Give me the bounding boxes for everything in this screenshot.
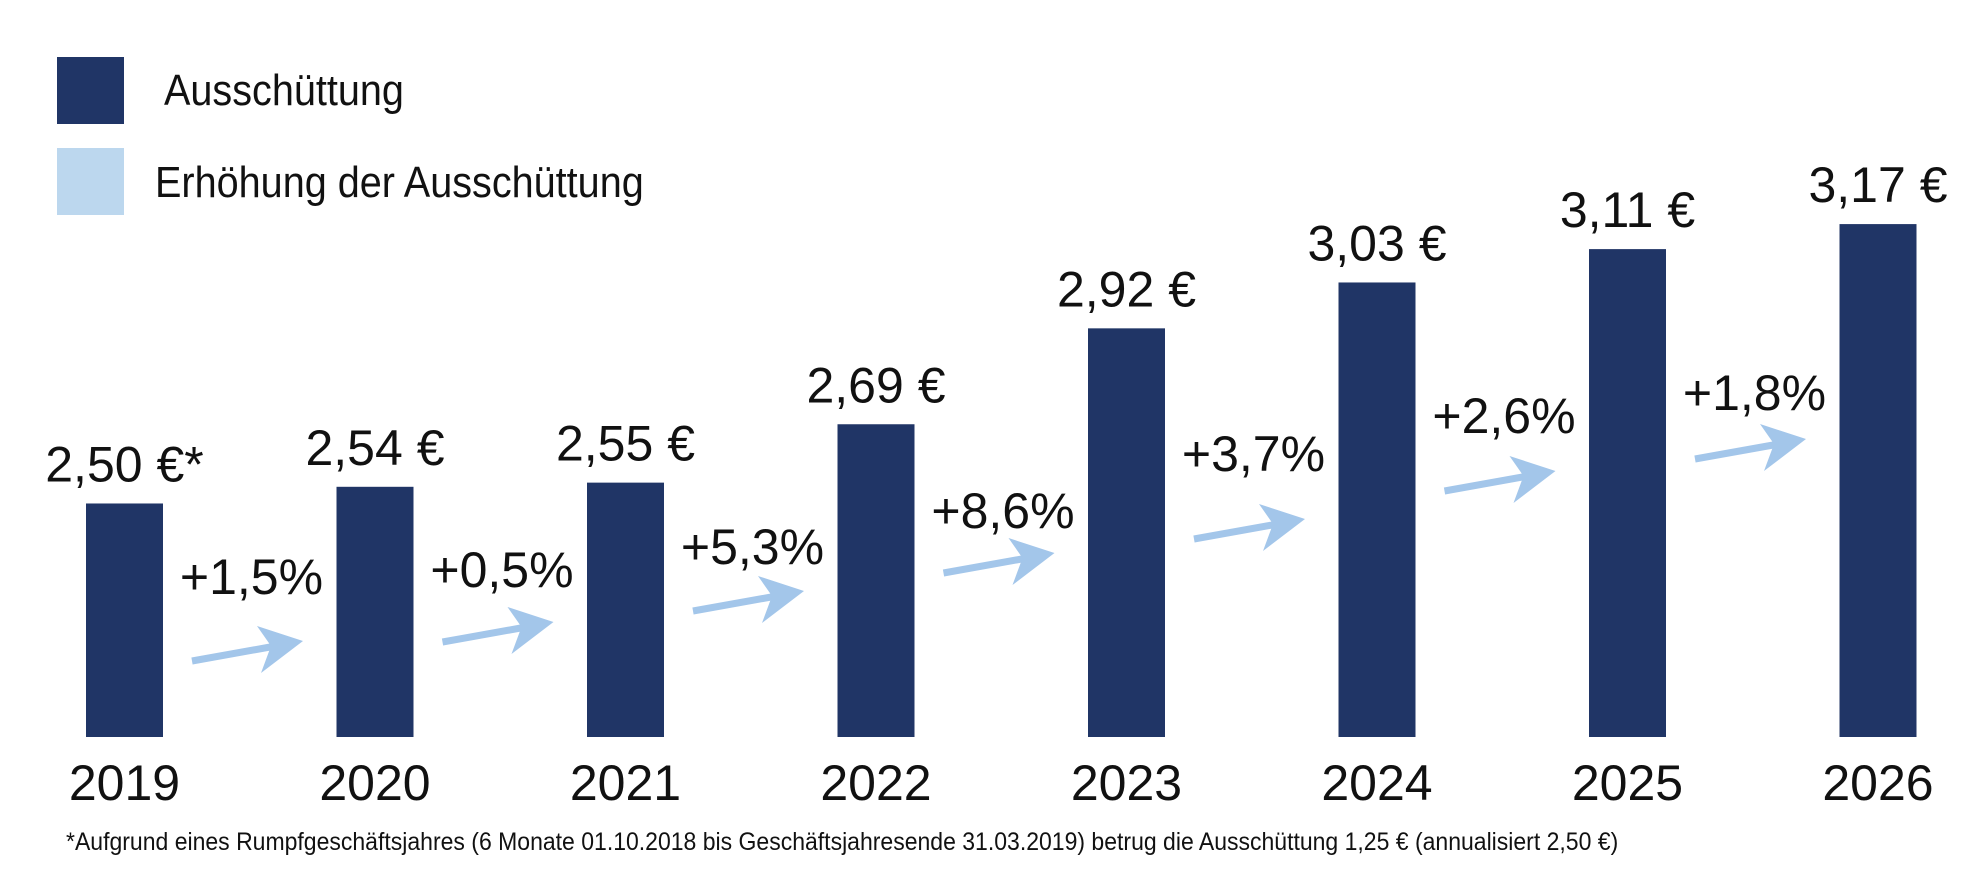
x-tick-label-2022: 2022 [820, 755, 931, 811]
arrow-shaft [1443, 473, 1527, 495]
arrow-head-icon [257, 626, 303, 673]
arrow-head-icon [1259, 504, 1305, 551]
value-label-2022: 2,69 € [806, 357, 945, 413]
increase-label-3: +5,3% [681, 519, 824, 575]
arrow-head-icon [1760, 424, 1806, 471]
legend-label-erhoehung: Erhöhung der Ausschüttung [155, 158, 644, 207]
increase-arrow-7 [1694, 424, 1806, 471]
x-tick-label-2026: 2026 [1822, 755, 1933, 811]
arrow-shaft [1694, 441, 1777, 463]
x-tick-label-2019: 2019 [69, 755, 180, 811]
arrow-head-icon [507, 607, 554, 654]
bar-2019 [86, 503, 163, 737]
arrow-head-icon [758, 576, 804, 623]
increase-arrow-6 [1443, 456, 1556, 503]
legend-swatch-erhoehung [57, 148, 124, 215]
value-label-2024: 3,03 € [1307, 215, 1446, 271]
bar-2024 [1338, 282, 1416, 737]
value-label-2020: 2,54 € [305, 420, 444, 476]
arrow-shaft [1193, 521, 1276, 543]
increase-label-6: +2,6% [1432, 388, 1575, 444]
increase-label-5: +3,7% [1182, 426, 1325, 482]
increase-label-4: +8,6% [931, 483, 1074, 539]
increase-label-7: +1,8% [1683, 365, 1826, 421]
increase-label-2: +0,5% [430, 542, 573, 598]
x-tick-label-2025: 2025 [1572, 755, 1683, 811]
value-label-2021: 2,55 € [556, 416, 695, 472]
x-tick-label-2023: 2023 [1071, 755, 1182, 811]
arrow-shaft [942, 555, 1026, 577]
arrow-head-icon [1509, 456, 1556, 503]
x-tick-label-2020: 2020 [319, 755, 430, 811]
legend-label-ausschuettung: Ausschüttung [164, 66, 404, 115]
arrow-head-icon [1008, 538, 1055, 585]
value-label-2025: 3,11 € [1560, 182, 1695, 238]
increase-arrow-4 [942, 538, 1055, 585]
bar-2022 [837, 424, 915, 737]
arrow-shaft [441, 624, 525, 646]
increase-arrow-3 [692, 576, 804, 623]
bar-2020 [336, 486, 414, 737]
x-tick-label-2024: 2024 [1321, 755, 1432, 811]
bar-2021 [587, 482, 664, 737]
footnote: *Aufgrund eines Rumpfgeschäftsjahres (6 … [66, 828, 1619, 856]
arrow-shaft [692, 593, 775, 615]
bar-2025 [1589, 249, 1666, 738]
arrow-shaft [191, 643, 274, 665]
value-label-2023: 2,92 € [1057, 261, 1196, 317]
value-label-2019: 2,50 €* [45, 436, 203, 492]
bar-2026 [1839, 224, 1917, 738]
bar-2023 [1088, 328, 1165, 737]
value-label-2026: 3,17 € [1808, 157, 1947, 213]
legend-swatch-ausschuettung [57, 57, 124, 124]
increase-arrow-2 [441, 607, 554, 654]
x-tick-label-2021: 2021 [570, 755, 681, 811]
increase-label-1: +1,5% [180, 549, 323, 605]
increase-arrow-5 [1193, 504, 1305, 551]
increase-arrow-1 [191, 626, 303, 673]
